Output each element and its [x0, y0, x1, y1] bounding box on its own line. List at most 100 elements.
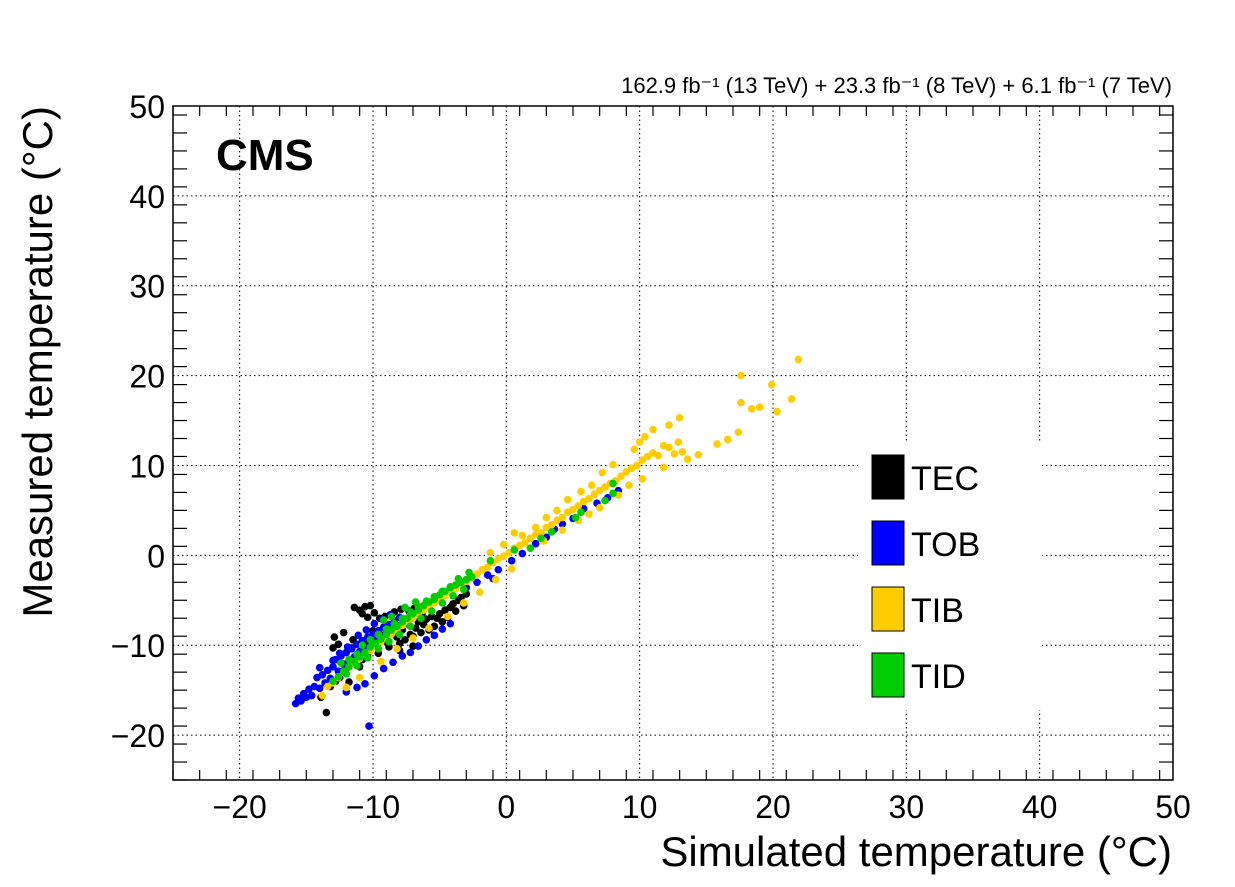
- data-point-tob: [430, 631, 439, 640]
- data-point-tib: [587, 481, 596, 490]
- data-point-tib: [507, 565, 516, 573]
- data-point-tec: [334, 640, 343, 649]
- data-point-tib: [475, 588, 484, 596]
- data-point-tib: [641, 432, 649, 441]
- data-point-tid: [537, 534, 545, 543]
- data-point-tid: [345, 662, 353, 671]
- y-tick-label: 50: [129, 89, 165, 125]
- data-point-tib: [755, 403, 764, 411]
- data-point-tid: [366, 636, 375, 644]
- data-point-tib: [617, 472, 625, 481]
- data-point-tob: [323, 666, 332, 675]
- data-point-tid: [526, 544, 535, 552]
- data-point-tib: [323, 682, 332, 691]
- data-point-tib: [643, 452, 652, 461]
- data-point-tec: [329, 644, 337, 652]
- data-point-tib: [521, 538, 529, 547]
- data-point-tob: [473, 578, 481, 587]
- data-point-tid: [422, 597, 431, 605]
- data-point-tid: [337, 659, 345, 667]
- data-point-tib: [425, 624, 433, 632]
- legend-swatch-tob: [871, 520, 905, 566]
- data-point-tib: [558, 526, 567, 534]
- data-point-tid: [387, 612, 396, 621]
- data-point-tid: [486, 556, 495, 565]
- data-point-tob: [446, 619, 455, 628]
- x-tick-label: 20: [755, 789, 791, 825]
- data-point-tec: [449, 600, 457, 608]
- data-point-tob: [370, 619, 379, 628]
- data-point-tib: [590, 490, 599, 499]
- data-point-tib: [585, 510, 593, 518]
- data-point-tib: [638, 475, 647, 483]
- y-tick-label: 10: [129, 448, 165, 484]
- x-tick-label: −20: [213, 789, 267, 825]
- axis-ticks: [172, 106, 1173, 781]
- x-tick-label: 0: [497, 789, 515, 825]
- data-point-tob: [315, 663, 324, 672]
- data-point-tib: [665, 443, 673, 452]
- data-point-tid: [510, 546, 519, 554]
- legend-swatch-tec: [871, 454, 905, 500]
- y-tick-label: 40: [129, 179, 165, 215]
- data-point-tid: [358, 641, 367, 649]
- data-point-tib: [518, 531, 527, 540]
- data-point-tob: [354, 631, 363, 640]
- data-point-tob: [422, 636, 431, 644]
- data-point-tib: [318, 691, 327, 700]
- data-point-tob: [335, 649, 344, 658]
- data-point-tob: [343, 643, 352, 651]
- data-point-tib: [459, 599, 468, 607]
- data-point-tob: [389, 658, 397, 667]
- data-point-tib: [547, 520, 556, 529]
- data-point-tib: [630, 445, 639, 454]
- data-point-tid: [406, 608, 415, 616]
- data-point-tid: [345, 655, 353, 664]
- data-point-tid: [449, 591, 457, 600]
- x-tick-label: 10: [622, 789, 658, 825]
- x-tick-label: −10: [346, 789, 400, 825]
- data-point-tob: [370, 671, 379, 680]
- legend: TEC TOB TIB TID: [858, 442, 1042, 710]
- data-point-tib: [585, 494, 593, 503]
- data-point-tid: [382, 630, 391, 639]
- data-point-tib: [659, 463, 668, 472]
- data-point-tob: [315, 684, 324, 693]
- data-point-tob: [398, 652, 407, 660]
- data-point-tob: [379, 664, 388, 673]
- data-point-tob: [329, 656, 337, 665]
- data-point-tid: [395, 630, 404, 639]
- data-point-tib: [638, 456, 647, 464]
- data-point-tib: [674, 438, 683, 446]
- data-point-tid: [571, 513, 580, 522]
- data-point-tib: [747, 405, 756, 413]
- x-axis-title: Simulated temperature (°C): [660, 828, 1172, 875]
- data-point-tob: [365, 722, 373, 730]
- legend-swatch-tib: [871, 586, 905, 632]
- data-point-tec: [339, 628, 348, 637]
- data-point-tib: [683, 455, 692, 463]
- data-point-tid: [609, 489, 617, 498]
- data-point-tec: [363, 613, 372, 622]
- data-point-tid: [403, 614, 412, 623]
- data-point-tid: [366, 643, 375, 651]
- data-point-tib: [553, 506, 561, 515]
- data-point-tec: [438, 618, 447, 626]
- data-point-tid: [465, 568, 473, 577]
- data-point-tec: [385, 643, 393, 651]
- data-point-tib: [355, 673, 364, 682]
- data-point-tec: [409, 642, 417, 650]
- data-point-tib: [595, 486, 604, 495]
- data-point-tid: [374, 630, 383, 639]
- data-point-tid: [601, 496, 609, 505]
- data-point-tib: [649, 425, 657, 434]
- data-point-tib: [601, 483, 609, 491]
- data-point-tib: [713, 440, 721, 448]
- data-point-tec: [358, 609, 367, 618]
- data-point-tob: [438, 625, 447, 633]
- data-point-tib: [794, 355, 803, 364]
- data-point-tid: [401, 603, 409, 612]
- data-point-tib: [598, 468, 607, 477]
- data-point-tob: [361, 680, 369, 688]
